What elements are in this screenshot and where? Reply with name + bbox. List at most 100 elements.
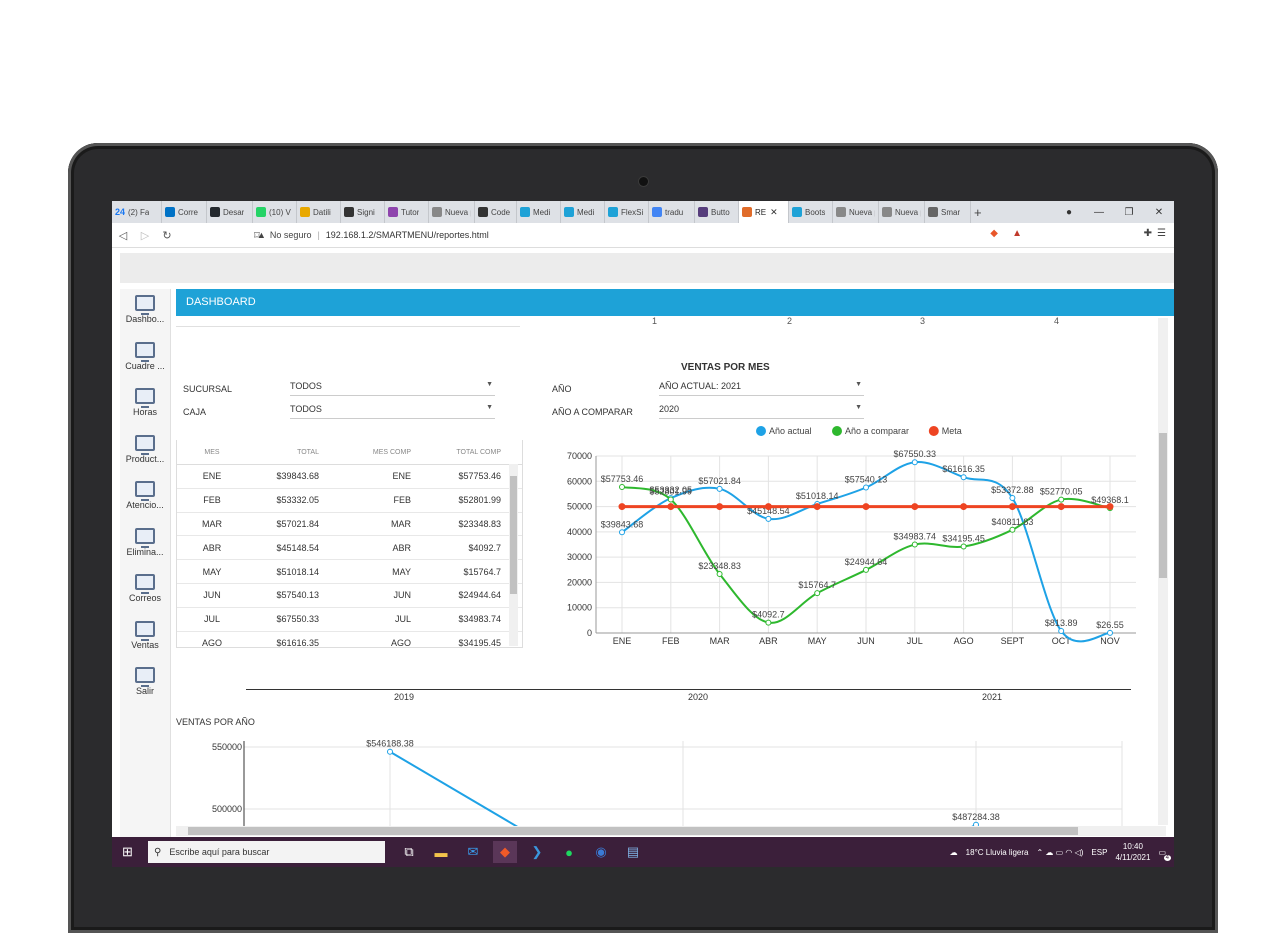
data-point[interactable] — [619, 483, 625, 490]
data-point[interactable] — [1057, 503, 1065, 511]
task-view-icon[interactable]: ⧉ — [404, 844, 414, 859]
menu-icon[interactable]: ☰ — [1157, 228, 1166, 239]
browser-tab[interactable]: Butto — [695, 201, 739, 223]
table-row[interactable]: MAR $57021.84 MAR $23348.83 — [177, 513, 522, 537]
new-tab-button[interactable]: + — [974, 204, 982, 220]
data-point[interactable] — [863, 566, 869, 573]
browser-tab[interactable]: Nueva pe — [429, 201, 475, 223]
data-point[interactable] — [960, 474, 967, 481]
data-point[interactable] — [387, 748, 393, 755]
sidebar-item[interactable]: Product... — [120, 434, 170, 464]
browser-tab[interactable]: tradu — [649, 201, 695, 223]
anio-comparar-select[interactable]: 2020 ▼ — [659, 404, 864, 419]
browser-tab[interactable]: RE ✕ — [739, 201, 789, 223]
legend-entry[interactable]: Meta — [928, 426, 962, 436]
minimize-button[interactable]: — — [1094, 206, 1104, 218]
url-text[interactable]: 192.168.1.2/SMARTMENU/reportes.html — [325, 230, 489, 240]
vscode-icon[interactable]: ❯ — [531, 844, 543, 859]
data-point[interactable] — [813, 503, 821, 511]
mail-icon[interactable]: ✉ — [467, 844, 479, 859]
sidebar-item[interactable]: Atencio... — [120, 481, 170, 510]
legend-entry[interactable]: Año actual — [756, 426, 812, 436]
data-point[interactable] — [1009, 526, 1016, 533]
data-point[interactable] — [1058, 627, 1065, 634]
data-point[interactable] — [716, 503, 724, 511]
sidebar-item[interactable]: Salir — [120, 667, 170, 696]
data-point[interactable] — [764, 503, 772, 511]
windows-start-icon[interactable]: ⊞ — [122, 844, 133, 859]
table-row[interactable]: MAY $51018.14 MAY $15764.7 — [177, 560, 522, 584]
sidebar-item[interactable]: Ventas — [120, 620, 170, 650]
table-row[interactable]: ABR $45148.54 ABR $4092.7 — [177, 536, 522, 561]
notifications-icon[interactable]: ▭ 4 — [1158, 847, 1171, 861]
data-point[interactable] — [1009, 495, 1016, 502]
legend-entry[interactable]: Año a comparar — [832, 426, 909, 436]
table-row[interactable]: JUN $57540.13 JUN $24944.64 — [177, 584, 522, 608]
clock[interactable]: 10:40 4/11/2021 — [1115, 842, 1151, 862]
table-row[interactable]: FEB $53332.05 FEB $52801.99 — [177, 489, 522, 513]
table-row[interactable]: ENE $39843.68 ENE $57753.46 — [177, 465, 522, 489]
omnibox[interactable]: ▲ No seguro | 192.168.1.2/SMARTMENU/repo… — [257, 230, 489, 240]
data-point[interactable] — [618, 503, 626, 511]
data-point[interactable] — [862, 503, 870, 511]
page-scrollbar[interactable] — [1158, 318, 1168, 825]
data-point[interactable] — [1106, 503, 1114, 511]
sidebar-item[interactable]: Correos — [120, 574, 170, 603]
browser-tab[interactable]: Boots — [789, 201, 833, 223]
firefox-icon[interactable]: ◉ — [595, 844, 607, 859]
data-point[interactable] — [1107, 629, 1113, 636]
browser-tab[interactable]: Medi — [517, 201, 561, 223]
notes-icon[interactable]: ▤ — [626, 844, 640, 859]
brave-shield-icon[interactable]: ◆ — [990, 228, 998, 239]
data-point[interactable] — [863, 484, 869, 491]
sidebar-item[interactable]: Dashbo... — [120, 295, 170, 324]
spotify-icon[interactable]: ● — [565, 844, 573, 860]
browser-tab[interactable]: Tutor — [385, 201, 429, 223]
browser-tab[interactable]: Desar — [207, 201, 253, 223]
data-point[interactable] — [960, 543, 967, 550]
data-point[interactable] — [1008, 503, 1016, 511]
sucursal-select[interactable]: TODOS ▼ — [290, 381, 495, 396]
data-point[interactable] — [765, 619, 772, 626]
data-point[interactable] — [1058, 496, 1065, 503]
extensions-icon[interactable]: ✚ — [1143, 228, 1152, 239]
data-point[interactable] — [667, 503, 675, 511]
back-icon[interactable]: ◁ — [118, 229, 128, 242]
sidebar-item[interactable]: Horas — [120, 388, 170, 417]
caja-select[interactable]: TODOS ▼ — [290, 404, 495, 419]
maximize-button[interactable]: ❐ — [1124, 206, 1134, 218]
browser-tab[interactable]: Datili — [297, 201, 341, 223]
profile-icon[interactable]: ● — [1065, 206, 1073, 218]
tray-icons[interactable]: ⌃ ☁ ▭ ◠ ◁) — [1036, 847, 1084, 857]
data-point[interactable] — [911, 503, 919, 511]
sidebar-item[interactable]: Cuadre ... — [120, 341, 170, 371]
data-point[interactable] — [911, 541, 918, 548]
close-window-button[interactable]: ✕ — [1154, 206, 1164, 218]
data-point[interactable] — [667, 496, 674, 503]
table-scrollbar[interactable] — [509, 464, 518, 646]
data-point[interactable] — [716, 570, 723, 577]
data-point[interactable] — [911, 459, 918, 466]
browser-tab[interactable]: FlexSi — [605, 201, 649, 223]
brave-rewards-icon[interactable]: ▲ — [1012, 228, 1022, 239]
data-point[interactable] — [814, 590, 821, 597]
reload-icon[interactable]: ↻ — [162, 229, 172, 242]
browser-tab[interactable]: (10) V — [253, 201, 297, 223]
sidebar-item[interactable]: Elimina... — [120, 527, 170, 557]
data-point[interactable] — [716, 485, 723, 492]
table-row[interactable]: JUL $67550.33 JUL $34983.74 — [177, 608, 522, 632]
bookmark-icon[interactable]: ⌑ — [254, 229, 260, 242]
data-point[interactable] — [765, 515, 772, 522]
browser-tab[interactable]: Corre — [162, 201, 207, 223]
browser-tab[interactable]: 24 (2) Fa — [112, 201, 162, 223]
taskbar-search[interactable]: ⚲ Escribe aquí para buscar — [148, 841, 385, 863]
file-explorer-icon[interactable]: ▬ — [434, 844, 448, 860]
browser-tab[interactable]: Nueva pe — [879, 201, 925, 223]
data-point[interactable] — [973, 821, 979, 826]
language-indicator[interactable]: ESP — [1091, 847, 1108, 857]
forward-icon[interactable]: ▷ — [140, 229, 150, 242]
anio-select[interactable]: AÑO ACTUAL: 2021 ▼ — [659, 381, 864, 396]
weather-text[interactable]: 18°C Lluvia ligera — [965, 847, 1029, 857]
browser-tab[interactable]: Signi — [341, 201, 385, 223]
data-point[interactable] — [619, 529, 625, 536]
